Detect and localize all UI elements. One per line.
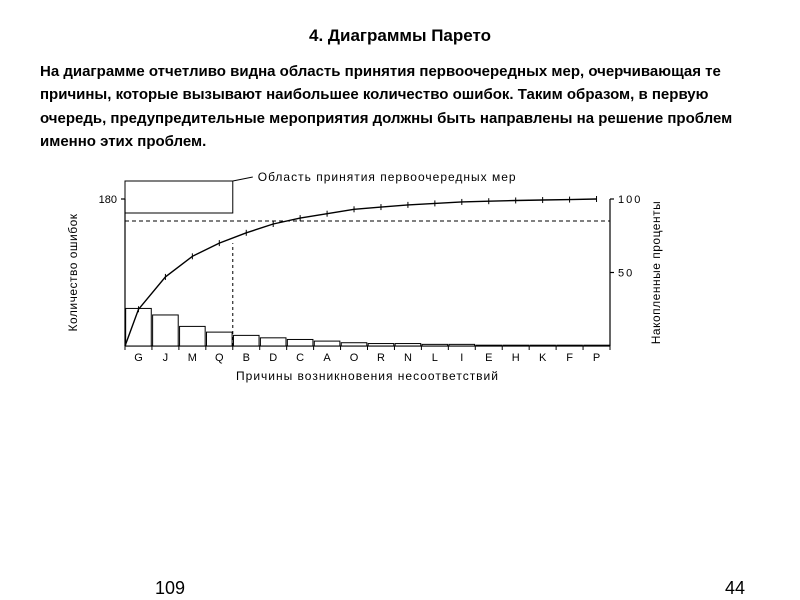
svg-text:Причины возникновения несоотве: Причины возникновения несоответствий: [236, 369, 499, 383]
svg-text:M: M: [188, 352, 197, 364]
pareto-svg: 180 100 50 Область принятия первоочередных …: [40, 171, 680, 391]
slide: 4. Диаграммы Парето На диаграмме отчетли…: [0, 0, 800, 600]
svg-text:N: N: [404, 352, 412, 364]
svg-text:Количество ошибок: Количество ошибок: [66, 213, 80, 331]
svg-text:J: J: [163, 352, 169, 364]
svg-text:A: A: [323, 352, 331, 364]
paragraph: На диаграмме отчетливо видна область при…: [40, 60, 760, 153]
svg-text:L: L: [432, 352, 438, 364]
svg-text:O: O: [350, 352, 359, 364]
svg-text:B: B: [243, 352, 250, 364]
svg-text:G: G: [134, 352, 143, 364]
page-number-right: 44: [725, 578, 745, 599]
pareto-chart: 180 100 50 Область принятия первоочередных …: [40, 171, 760, 396]
page-number-left: 109: [155, 578, 185, 599]
svg-text:P: P: [593, 352, 600, 364]
svg-text:I: I: [460, 352, 463, 364]
svg-text:H: H: [512, 352, 520, 364]
svg-text:Накопленные проценты: Накопленные проценты: [649, 201, 663, 344]
svg-text:E: E: [485, 352, 492, 364]
svg-text:F: F: [566, 352, 573, 364]
svg-text:Область принятия первоочередны: Область принятия первоочередных мер: [258, 171, 517, 184]
svg-text:K: K: [539, 352, 547, 364]
svg-text:100: 100: [618, 194, 642, 206]
svg-text:D: D: [269, 352, 277, 364]
svg-text:180: 180: [99, 194, 117, 206]
svg-text:C: C: [296, 352, 304, 364]
svg-text:R: R: [377, 352, 385, 364]
svg-text:50: 50: [618, 268, 634, 280]
svg-text:Q: Q: [215, 352, 224, 364]
page-title: 4. Диаграммы Парето: [40, 26, 760, 46]
